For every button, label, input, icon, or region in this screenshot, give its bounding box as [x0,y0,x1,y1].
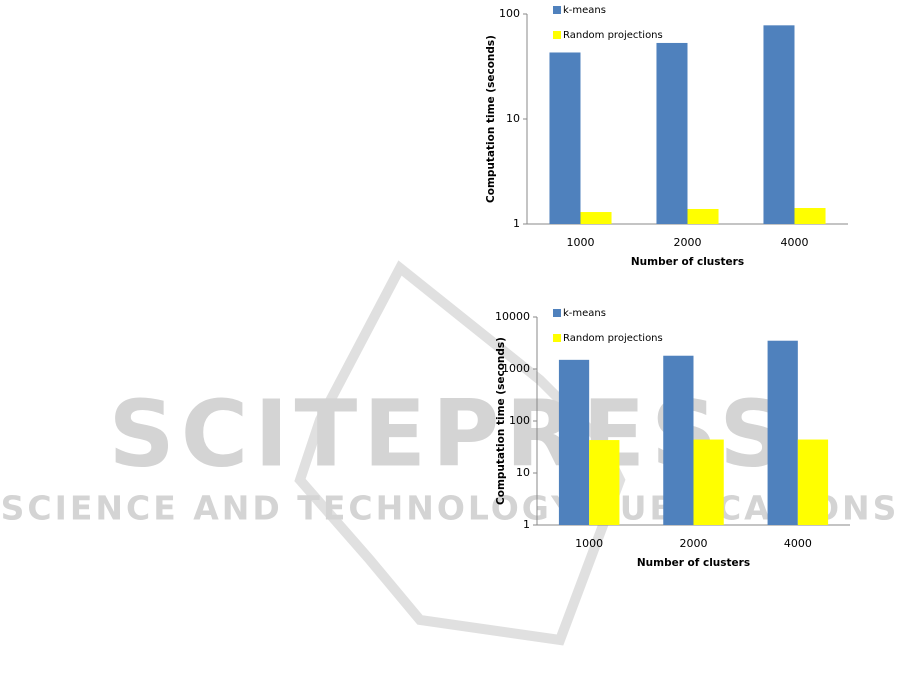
y-tick-label: 10000 [495,310,530,323]
bar [687,208,719,224]
legend-label: Random projections [563,30,663,41]
x-axis-title: Number of clusters [637,557,750,569]
bar [656,42,688,224]
y-tick-label: 10 [506,112,520,125]
legend-swatch [553,309,561,317]
y-tick-label: 100 [499,7,520,20]
bar [797,439,829,525]
y-tick-label: 1 [523,518,530,531]
y-axis-title: Computation time (seconds) [485,35,497,203]
bar [767,340,798,525]
bar [794,208,826,224]
bar [763,25,795,225]
legend-label: Random projections [563,333,663,344]
bar [663,355,694,525]
x-tick-label: 1000 [575,537,603,550]
x-tick-label: 2000 [680,537,708,550]
legend-label: k-means [563,5,606,16]
x-axis-title: Number of clusters [631,256,744,268]
legend-swatch [553,334,561,342]
legend-swatch [553,31,561,39]
y-tick-label: 10 [516,466,530,479]
x-tick-label: 2000 [674,236,702,249]
watermark-subtitle: SCIENCE AND TECHNOLOGY PUBLICATIONS [1,489,900,528]
y-tick-label: 1000 [502,362,530,375]
bar [693,439,724,525]
y-axis-title: Computation time (seconds) [495,337,507,505]
x-tick-label: 1000 [567,236,595,249]
y-tick-label: 1 [513,217,520,230]
x-tick-label: 4000 [781,236,809,249]
x-tick-label: 4000 [784,537,812,550]
legend-swatch [553,6,561,14]
legend-label: k-means [563,308,606,319]
bar [589,440,620,525]
y-tick-label: 100 [509,414,530,427]
bar [549,52,581,225]
bar [580,212,612,224]
bar [558,359,590,525]
